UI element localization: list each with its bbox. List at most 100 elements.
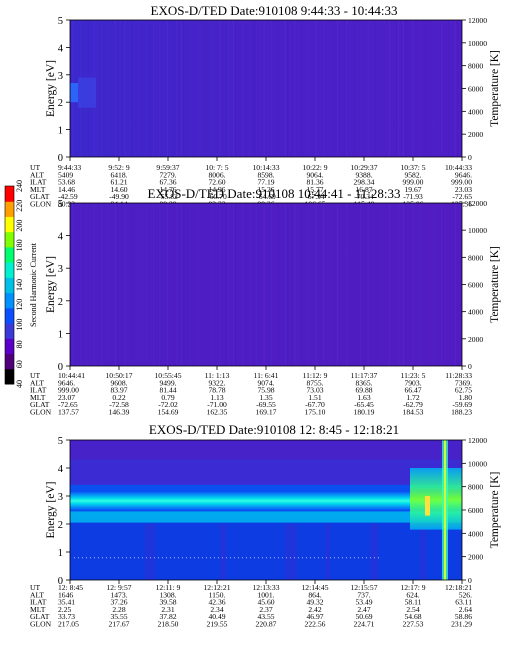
- orbit-row-value: 219.55: [207, 619, 228, 628]
- y2-tick-label: 2000: [468, 335, 483, 344]
- y2-tick-label: 12000: [468, 436, 487, 445]
- spectrogram-streak: [183, 203, 185, 366]
- orbit-row-value: 9064.: [306, 170, 323, 179]
- orbit-row-value: 137.57: [58, 407, 79, 416]
- orbit-row-value: 2.31: [161, 605, 174, 614]
- spectrogram-streak: [100, 20, 102, 157]
- spectrogram-streak: [412, 203, 414, 366]
- orbit-row-value: 12:13:33: [252, 583, 279, 592]
- y-axis-label: Energy [eV]: [45, 256, 57, 313]
- spectrogram-streak: [389, 20, 390, 157]
- y-axis-label: Energy [eV]: [45, 482, 57, 539]
- y2-tick-label: 4000: [468, 107, 483, 116]
- colorbar-tick-label: 60: [15, 360, 24, 368]
- spectrogram-streak: [197, 20, 199, 157]
- orbit-row-value: 1308.: [159, 590, 176, 599]
- orbit-row-value: 62.75: [455, 386, 472, 395]
- spectrogram-streak: [285, 20, 286, 157]
- y2-axis-label: Temperature [K]: [489, 50, 501, 127]
- orbit-row-value: 1.51: [308, 393, 321, 402]
- spectrogram-streak: [190, 20, 192, 157]
- orbit-row-value: 61.21: [110, 178, 127, 187]
- spectrogram-streak: [419, 20, 421, 157]
- spectrogram-streak: [457, 20, 459, 157]
- spectrogram-streak: [138, 203, 140, 366]
- spectrogram-streak: [115, 203, 116, 366]
- spectrogram-streak: [441, 203, 442, 366]
- spectrogram-streak: [360, 203, 362, 366]
- y-tick-label: 3: [58, 71, 63, 82]
- spectrogram-streak: [124, 203, 126, 366]
- orbit-row-value: 75.98: [257, 386, 274, 395]
- orbit-row-value: 1473.: [110, 590, 127, 599]
- spectrogram-streak: [329, 20, 331, 157]
- orbit-row-value: 7369.: [455, 378, 472, 387]
- orbit-row-label: ILAT: [30, 386, 47, 395]
- orbit-row-value: 43.55: [257, 612, 274, 621]
- spectrogram-streak: [249, 20, 251, 157]
- spectrogram-streak: [101, 203, 102, 366]
- y-tick-label: 0: [58, 362, 63, 373]
- orbit-row-value: -67.94: [305, 192, 325, 201]
- y2-tick-label: 10000: [468, 226, 487, 235]
- spectrogram-streak: [263, 20, 265, 157]
- orbit-row-value: -71.93: [403, 192, 423, 201]
- orbit-row-value: -62.79: [403, 400, 423, 409]
- spectrogram-streak: [398, 203, 400, 366]
- orbit-row-label: GLAT: [30, 612, 50, 621]
- spectrogram-streak: [278, 203, 279, 366]
- spectrogram-streak: [367, 203, 369, 366]
- orbit-row-value: 50.69: [355, 612, 372, 621]
- orbit-row-label: GLON: [30, 407, 52, 416]
- orbit-row-value: 72.60: [208, 178, 225, 187]
- orbit-row-value: 7279.: [159, 170, 176, 179]
- spectrogram-streak: [153, 20, 154, 157]
- orbit-row-value: 81.44: [159, 386, 176, 395]
- spectrogram-streak: [174, 203, 175, 366]
- spectrogram-streak: [218, 20, 220, 157]
- y2-tick-label: 8000: [468, 62, 483, 71]
- spectrogram-streak: [271, 203, 272, 366]
- orbit-row-value: 1.35: [259, 393, 272, 402]
- orbit-row-value: 14.46: [58, 185, 75, 194]
- y2-tick-label: 10000: [468, 459, 487, 468]
- orbit-row-value: 54.68: [404, 612, 421, 621]
- orbit-row-value: 10:22: 9: [302, 163, 327, 172]
- panel-title: EXOS-D/TED Date:910108 10:44:41 - 11:28:…: [148, 186, 401, 201]
- orbit-row-value: 14.76: [159, 185, 176, 194]
- orbit-row-label: GLAT: [30, 400, 50, 409]
- orbit-row-value: 737.: [357, 590, 370, 599]
- spectrogram-streak: [403, 203, 404, 366]
- y2-tick-label: 6000: [468, 85, 483, 94]
- orbit-row-value: -72.65: [58, 400, 78, 409]
- spectrogram-streak: [403, 20, 404, 157]
- spectrogram-streak: [211, 203, 213, 366]
- spectrogram-streak: [86, 203, 88, 366]
- orbit-row-value: 78.78: [208, 386, 225, 395]
- orbit-row-value: 0.22: [112, 393, 125, 402]
- spectrogram-streak: [278, 20, 279, 157]
- spectrogram-streak: [197, 203, 199, 366]
- colorbar-swatch: [5, 277, 14, 294]
- orbit-row-value: 10:55:45: [154, 371, 181, 380]
- spectrogram-streak: [86, 203, 88, 366]
- spectrogram-streak: [233, 20, 234, 157]
- spectrogram-streak: [433, 203, 435, 366]
- orbit-row-value: 5409: [58, 170, 73, 179]
- orbit-row-value: 77.19: [257, 178, 274, 187]
- orbit-row-value: 14.60: [110, 185, 127, 194]
- orbit-row-value: 11:23: 5: [401, 371, 426, 380]
- spectrogram-streak: [174, 20, 175, 157]
- orbit-row-value: 169.17: [256, 407, 277, 416]
- y2-tick-label: 4000: [468, 529, 483, 538]
- orbit-row-value: 10:14:33: [252, 163, 279, 172]
- spectrogram-streak: [117, 203, 119, 366]
- orbit-row-value: 83.97: [110, 386, 127, 395]
- spectrogram-streak: [367, 20, 369, 157]
- spectrogram-streak: [117, 20, 119, 157]
- orbit-row-value: -72.02: [158, 400, 178, 409]
- y-tick-label: 2: [58, 98, 63, 109]
- spectrogram-hot-spot: [425, 496, 430, 516]
- spectrogram-streak: [405, 203, 407, 366]
- orbit-row-label: GLON: [30, 619, 52, 628]
